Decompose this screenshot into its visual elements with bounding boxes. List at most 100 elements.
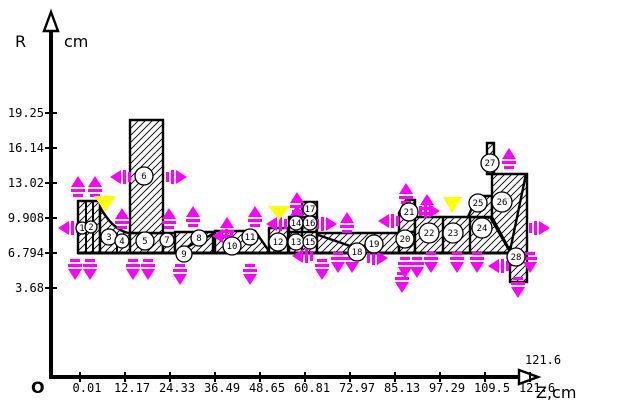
arrow-bar [88, 189, 102, 192]
arrow-bar [504, 166, 514, 169]
arrow-head [68, 269, 82, 280]
arrow-bar [501, 259, 504, 273]
arrow-bar [424, 204, 427, 218]
arrow-head [126, 269, 140, 280]
region-number: 25 [473, 199, 484, 209]
arrow-head [220, 217, 234, 228]
arrow-bar [529, 223, 532, 233]
region-circle [268, 232, 288, 252]
x-tick-label: 121.6 [519, 381, 555, 395]
arrow-bar [188, 224, 198, 227]
region-circle [114, 233, 130, 249]
arrow-bar [502, 161, 516, 164]
arrow-head [83, 269, 97, 280]
region-number: 11 [245, 233, 256, 243]
arrow-bar [141, 264, 155, 267]
y-axis: R cm 19.25 16.14 13.02 9.908 6.794 3.68 [8, 8, 88, 377]
y-tick-label: 3.68 [15, 281, 44, 295]
arrow-bar [243, 269, 257, 272]
arrow-bar [317, 259, 327, 262]
arrow-bar [506, 261, 509, 271]
x-tick-label: 12.17 [114, 381, 150, 395]
y-axis-arrowhead-icon [42, 8, 60, 33]
arrow-bar [331, 257, 345, 260]
region-number: 22 [424, 229, 435, 239]
arrow-bar [162, 221, 176, 224]
arrow-head [290, 205, 304, 216]
arrow-bar [397, 272, 407, 275]
region-number: 18 [352, 248, 363, 258]
x-tick-label: 24.33 [159, 381, 195, 395]
arrow-bar [470, 257, 484, 260]
region-number: 9 [181, 250, 186, 260]
arrow-bar [123, 170, 126, 184]
x-tick-label: 85.13 [384, 381, 420, 395]
flux-arrow-up-icon [248, 206, 262, 227]
arrow-head [378, 214, 389, 228]
flux-arrow-down-icon [141, 259, 155, 280]
arrow-head [315, 269, 329, 280]
region-number: 28 [511, 253, 522, 263]
flux-arrow-up-icon [399, 183, 413, 204]
region-number: 17 [305, 205, 316, 215]
arrow-bar [115, 221, 129, 224]
arrow-bar [186, 219, 200, 222]
arrow-bar [424, 257, 438, 260]
region-circle [84, 220, 98, 234]
arrow-bar [367, 253, 370, 263]
region-number: 6 [141, 172, 146, 182]
arrow-head [398, 267, 412, 278]
arrow-bar [452, 252, 462, 255]
arrow-bar [171, 170, 174, 184]
flux-arrow-up-icon [186, 206, 200, 227]
arrow-bar [391, 214, 394, 228]
x-tick-label: 48.65 [249, 381, 285, 395]
arrow-bar [333, 252, 343, 255]
arrow-head [345, 262, 359, 273]
arrow-head [88, 176, 102, 187]
x-axis: Z,cm 121.6 O 0.01 12.17 24.33 36.49 48.65 60.… [31, 353, 576, 402]
flux-arrow-left-icon [212, 229, 233, 243]
flux-arrow-down-icon [450, 252, 464, 273]
highlight-triangle-icon [443, 197, 462, 213]
arrow-bar [342, 230, 352, 233]
arrow-head [71, 176, 85, 187]
region-circle [418, 222, 440, 244]
y-tick-label: 6.794 [8, 246, 44, 260]
arrow-head [58, 221, 69, 235]
x-axis-max-label: 121.6 [525, 353, 561, 367]
arrow-head [176, 170, 187, 184]
arrow-bar [83, 264, 97, 267]
region-number: 13 [291, 238, 302, 248]
region-number: 27 [485, 159, 496, 169]
flux-arrow-right-icon [419, 204, 440, 218]
flux-arrow-down-icon [398, 257, 412, 278]
region-circle [395, 229, 415, 249]
arrow-bar [410, 262, 424, 265]
arrow-bar [164, 226, 174, 229]
arrow-head [243, 274, 257, 285]
region-number: 4 [119, 237, 124, 247]
arrow-bar [401, 201, 411, 204]
arrow-bar [525, 252, 535, 255]
arrow-head [488, 259, 499, 273]
flux-arrow-up-icon [88, 176, 102, 197]
arrow-bar [511, 282, 525, 285]
arrow-bar [71, 189, 85, 192]
flux-arrow-right-icon [367, 251, 388, 265]
arrow-head [377, 251, 388, 265]
region-number: 26 [497, 198, 508, 208]
flux-arrow-down-icon [243, 264, 257, 285]
arrow-head [212, 229, 223, 243]
region-number: 20 [400, 235, 411, 245]
arrow-bar [70, 259, 80, 262]
region-number: 8 [196, 234, 201, 244]
region-number: 24 [477, 224, 488, 234]
region-circle [491, 191, 513, 213]
region-circle [190, 229, 208, 247]
origin-label: O [31, 378, 45, 397]
geometry-line [508, 173, 528, 252]
region-number: 1 [79, 224, 84, 234]
flux-arrow-left-icon [266, 217, 287, 231]
